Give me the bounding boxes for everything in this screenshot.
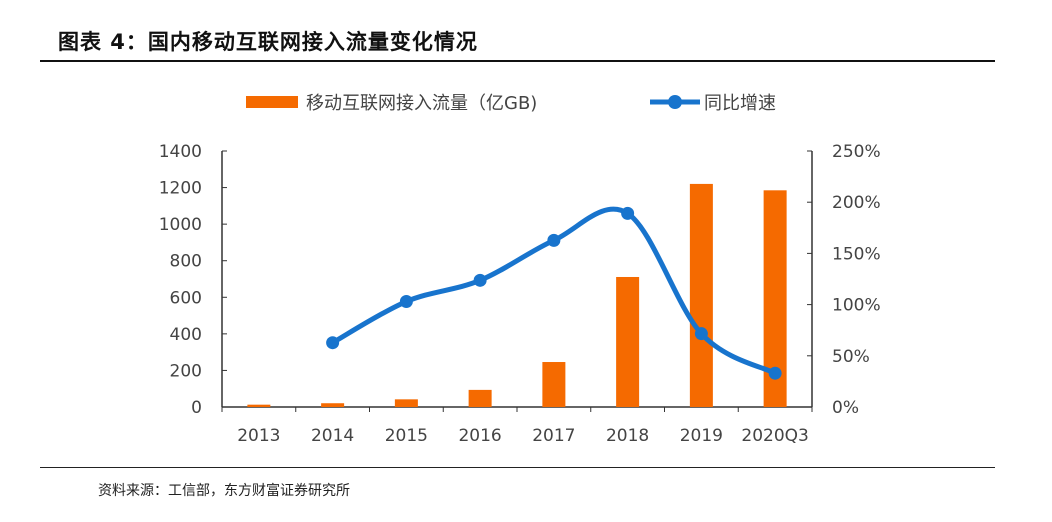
bar (321, 403, 345, 407)
left-tick-label: 400 (170, 325, 202, 345)
bar (616, 276, 640, 407)
growth-point (768, 366, 782, 380)
growth-point (694, 327, 708, 341)
right-tick-label: 100% (832, 296, 881, 316)
x-tick-label: 2017 (532, 426, 575, 446)
right-tick-label: 150% (832, 244, 881, 264)
right-tick-label: 50% (832, 347, 870, 367)
x-tick-label: 2014 (311, 426, 354, 446)
right-tick-label: 200% (832, 193, 881, 213)
growth-point (621, 206, 635, 220)
left-tick-label: 1400 (159, 142, 202, 162)
legend-line-label: 同比增速 (704, 93, 776, 114)
x-tick-label: 2013 (237, 426, 280, 446)
legend-line-marker (668, 95, 682, 109)
growth-point (326, 336, 340, 350)
legend-bar-label: 移动互联网接入流量（亿GB) (306, 93, 537, 114)
x-tick-label: 2020Q3 (741, 426, 808, 446)
right-tick-label: 0% (832, 398, 859, 418)
footer-divider (40, 467, 995, 468)
left-tick-label: 200 (170, 361, 202, 381)
x-tick-label: 2015 (385, 426, 428, 446)
bar (763, 190, 787, 407)
left-tick-label: 1000 (159, 215, 202, 235)
chart-title: 图表 4：国内移动互联网接入流量变化情况 (58, 30, 478, 54)
growth-point (473, 273, 487, 287)
left-tick-label: 0 (191, 398, 202, 418)
bar (689, 183, 713, 407)
bar (468, 389, 492, 407)
bar (394, 399, 418, 407)
left-tick-label: 1200 (159, 179, 202, 199)
legend-bar-swatch (246, 96, 298, 108)
bar (247, 404, 271, 407)
bar (542, 362, 566, 407)
x-tick-label: 2018 (606, 426, 649, 446)
x-tick-label: 2016 (458, 426, 501, 446)
left-tick-label: 800 (170, 252, 202, 272)
growth-point (547, 233, 561, 247)
x-tick-label: 2019 (680, 426, 723, 446)
title-divider (40, 60, 995, 62)
growth-point (399, 295, 413, 309)
left-tick-label: 600 (170, 288, 202, 308)
source-note: 资料来源：工信部，东方财富证券研究所 (98, 483, 350, 499)
right-tick-label: 250% (832, 142, 881, 162)
